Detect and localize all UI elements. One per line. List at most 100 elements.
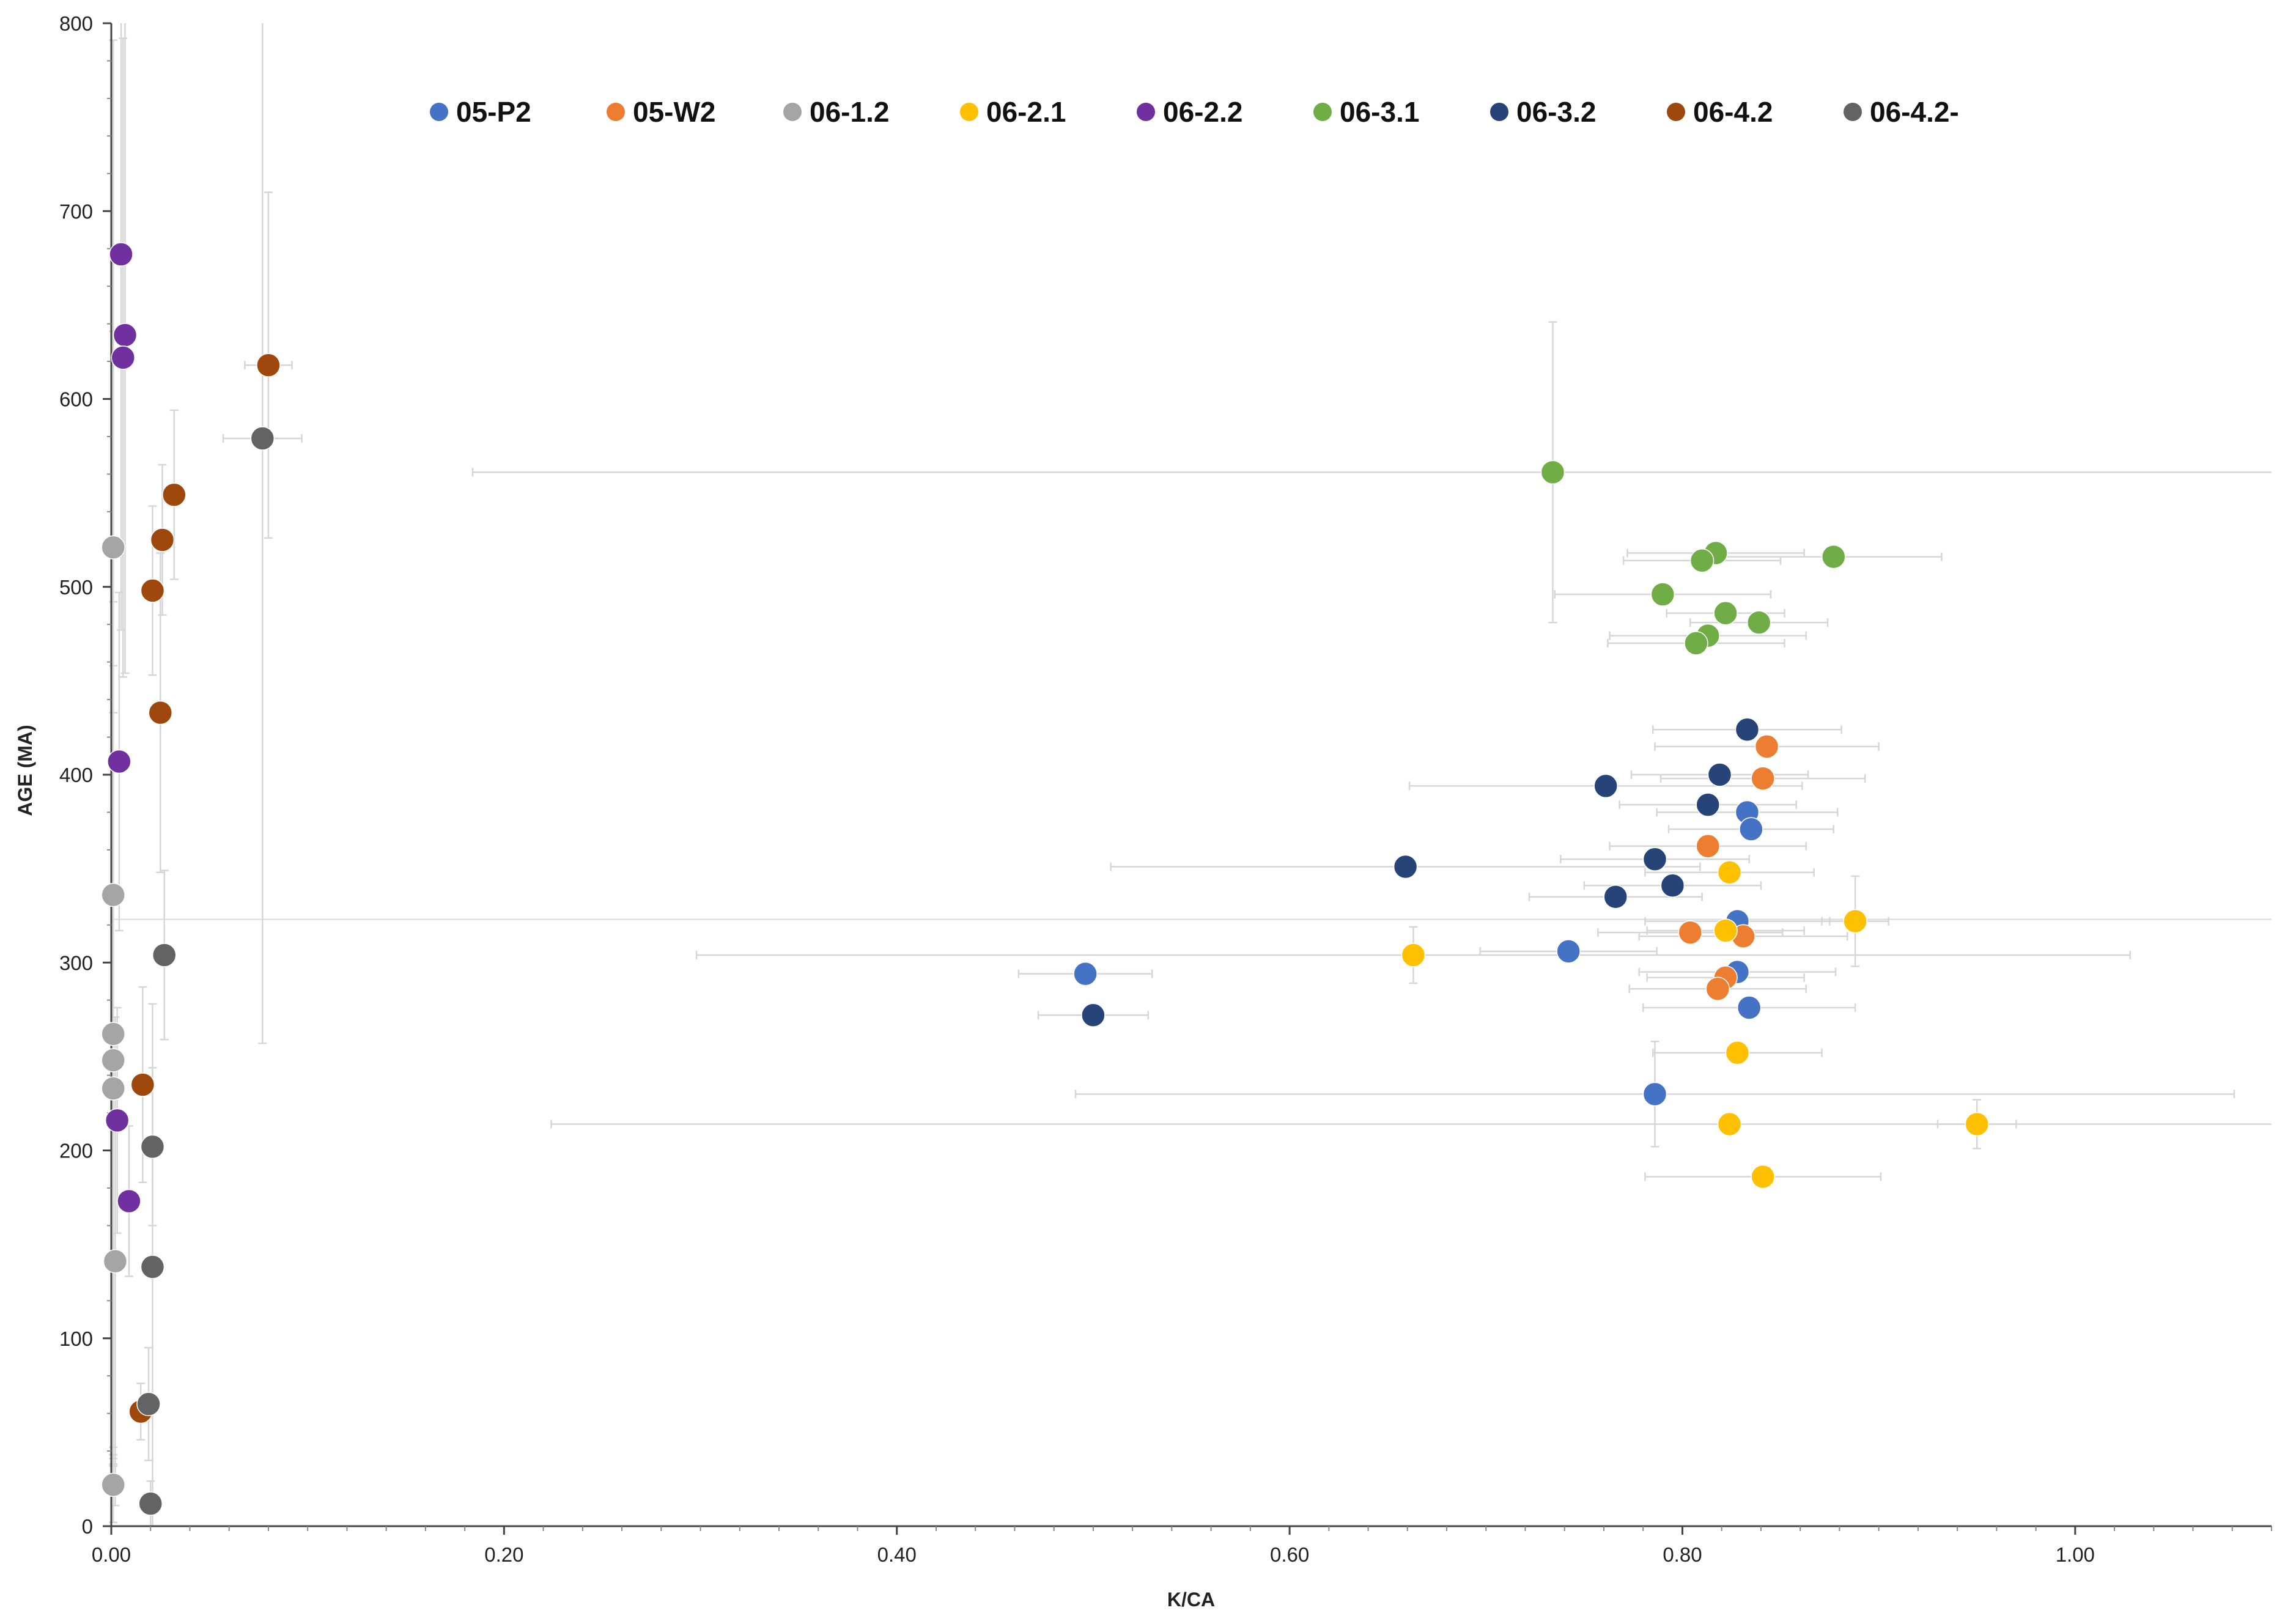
legend-marker xyxy=(960,103,978,121)
data-point xyxy=(152,943,177,967)
data-point xyxy=(1739,817,1763,841)
axes: 0 100 200 300 400 500 600 700 800 0.00 0.20 0.40 0.6… xyxy=(59,12,2272,1566)
x-tick-label: 1.00 xyxy=(2056,1543,2095,1566)
data-point xyxy=(1696,834,1720,858)
data-point xyxy=(148,700,173,725)
x-tick-label: 0.40 xyxy=(877,1543,917,1566)
data-point xyxy=(1660,873,1685,898)
legend-marker xyxy=(1844,103,1862,121)
data-point xyxy=(113,323,138,347)
data-point xyxy=(101,882,125,907)
data-point xyxy=(107,749,131,774)
data-point xyxy=(1603,884,1628,909)
data-point xyxy=(101,1022,125,1046)
data-point xyxy=(101,535,125,559)
data-point xyxy=(250,426,275,451)
data-point xyxy=(1751,1164,1775,1189)
data-point xyxy=(1540,460,1565,485)
data-point xyxy=(256,353,281,377)
data-point xyxy=(1746,610,1771,635)
data-point xyxy=(150,528,175,552)
data-point xyxy=(1642,1082,1667,1107)
data-point xyxy=(1393,854,1418,879)
legend-marker xyxy=(607,103,625,121)
y-tick-label: 800 xyxy=(59,12,93,35)
legend-label: 06-1.2 xyxy=(810,96,889,128)
data-point xyxy=(1751,766,1775,791)
data-point xyxy=(103,1249,128,1274)
data-points xyxy=(101,242,1989,1516)
legend-label: 06-2.1 xyxy=(986,96,1066,128)
y-tick-label: 700 xyxy=(59,200,93,223)
data-point xyxy=(1717,860,1742,885)
legend-marker xyxy=(1490,103,1508,121)
data-point xyxy=(1678,920,1703,945)
legend-label: 06-3.2 xyxy=(1516,96,1596,128)
x-axis-title: K/CA xyxy=(1167,1589,1215,1611)
data-point xyxy=(1965,1112,1989,1137)
error-bars xyxy=(109,23,2272,1526)
data-point xyxy=(1707,762,1732,787)
data-point xyxy=(1705,976,1730,1002)
legend-label: 05-W2 xyxy=(633,96,715,128)
data-point xyxy=(117,1189,141,1214)
data-point xyxy=(101,1472,125,1497)
data-point xyxy=(111,345,136,370)
data-point xyxy=(1081,1003,1106,1028)
data-point xyxy=(1684,631,1708,655)
y-tick-label: 100 xyxy=(59,1327,93,1350)
data-point xyxy=(140,1255,165,1279)
data-point xyxy=(140,578,165,603)
y-tick-label: 400 xyxy=(59,764,93,786)
data-point xyxy=(1725,1040,1750,1065)
legend-marker xyxy=(783,103,802,121)
legend-label: 06-4.2- xyxy=(1870,96,1959,128)
data-point xyxy=(1713,918,1738,943)
data-point xyxy=(109,242,133,267)
x-tick-label: 0.20 xyxy=(484,1543,523,1566)
y-tick-label: 0 xyxy=(82,1515,93,1538)
legend-label: 06-3.1 xyxy=(1340,96,1419,128)
data-point xyxy=(130,1072,155,1097)
x-tick-label: 0.00 xyxy=(92,1543,131,1566)
data-point xyxy=(101,1076,125,1101)
data-point xyxy=(1735,717,1760,742)
data-point xyxy=(1401,943,1426,967)
data-point xyxy=(101,1048,125,1072)
legend-label: 06-4.2 xyxy=(1693,96,1773,128)
legend-label: 06-2.2 xyxy=(1163,96,1242,128)
data-point xyxy=(1650,582,1675,607)
legend-label: 05-P2 xyxy=(456,96,531,128)
data-point xyxy=(136,1392,161,1417)
data-point xyxy=(1689,548,1715,573)
y-axis-title: AGE (MA) xyxy=(14,725,36,816)
data-point xyxy=(1556,939,1581,964)
data-point xyxy=(1843,909,1867,934)
data-point xyxy=(1737,995,1762,1020)
legend-marker xyxy=(1137,103,1155,121)
y-tick-label: 300 xyxy=(59,951,93,974)
x-tick-label: 0.60 xyxy=(1270,1543,1309,1566)
data-point xyxy=(1713,601,1738,626)
data-point xyxy=(1754,734,1779,759)
data-point xyxy=(1822,544,1846,569)
legend: 05-P2 05-W2 06-1.2 06-2.1 06-2.2 06-3.1 06-3.2… xyxy=(430,96,1959,128)
y-tick-label: 600 xyxy=(59,388,93,411)
data-point xyxy=(1696,792,1720,817)
legend-marker xyxy=(430,103,448,121)
data-point xyxy=(105,1108,130,1133)
data-point xyxy=(1642,847,1667,872)
data-point xyxy=(1593,773,1618,799)
y-tick-label: 200 xyxy=(59,1140,93,1162)
data-point xyxy=(140,1134,165,1159)
data-point xyxy=(1717,1112,1742,1137)
legend-marker xyxy=(1667,103,1685,121)
x-tick-label: 0.80 xyxy=(1663,1543,1702,1566)
data-point xyxy=(1073,961,1098,986)
y-tick-label: 500 xyxy=(59,576,93,599)
legend-marker xyxy=(1313,103,1332,121)
data-point xyxy=(138,1491,163,1516)
data-point xyxy=(162,482,186,507)
